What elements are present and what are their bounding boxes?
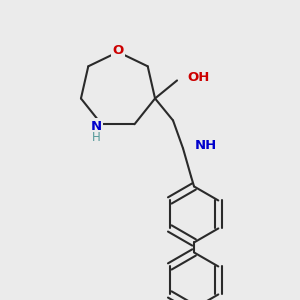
Text: H: H (92, 131, 101, 144)
Text: OH: OH (187, 71, 209, 84)
Text: N: N (91, 120, 102, 133)
Text: O: O (112, 44, 124, 58)
Text: NH: NH (195, 139, 217, 152)
